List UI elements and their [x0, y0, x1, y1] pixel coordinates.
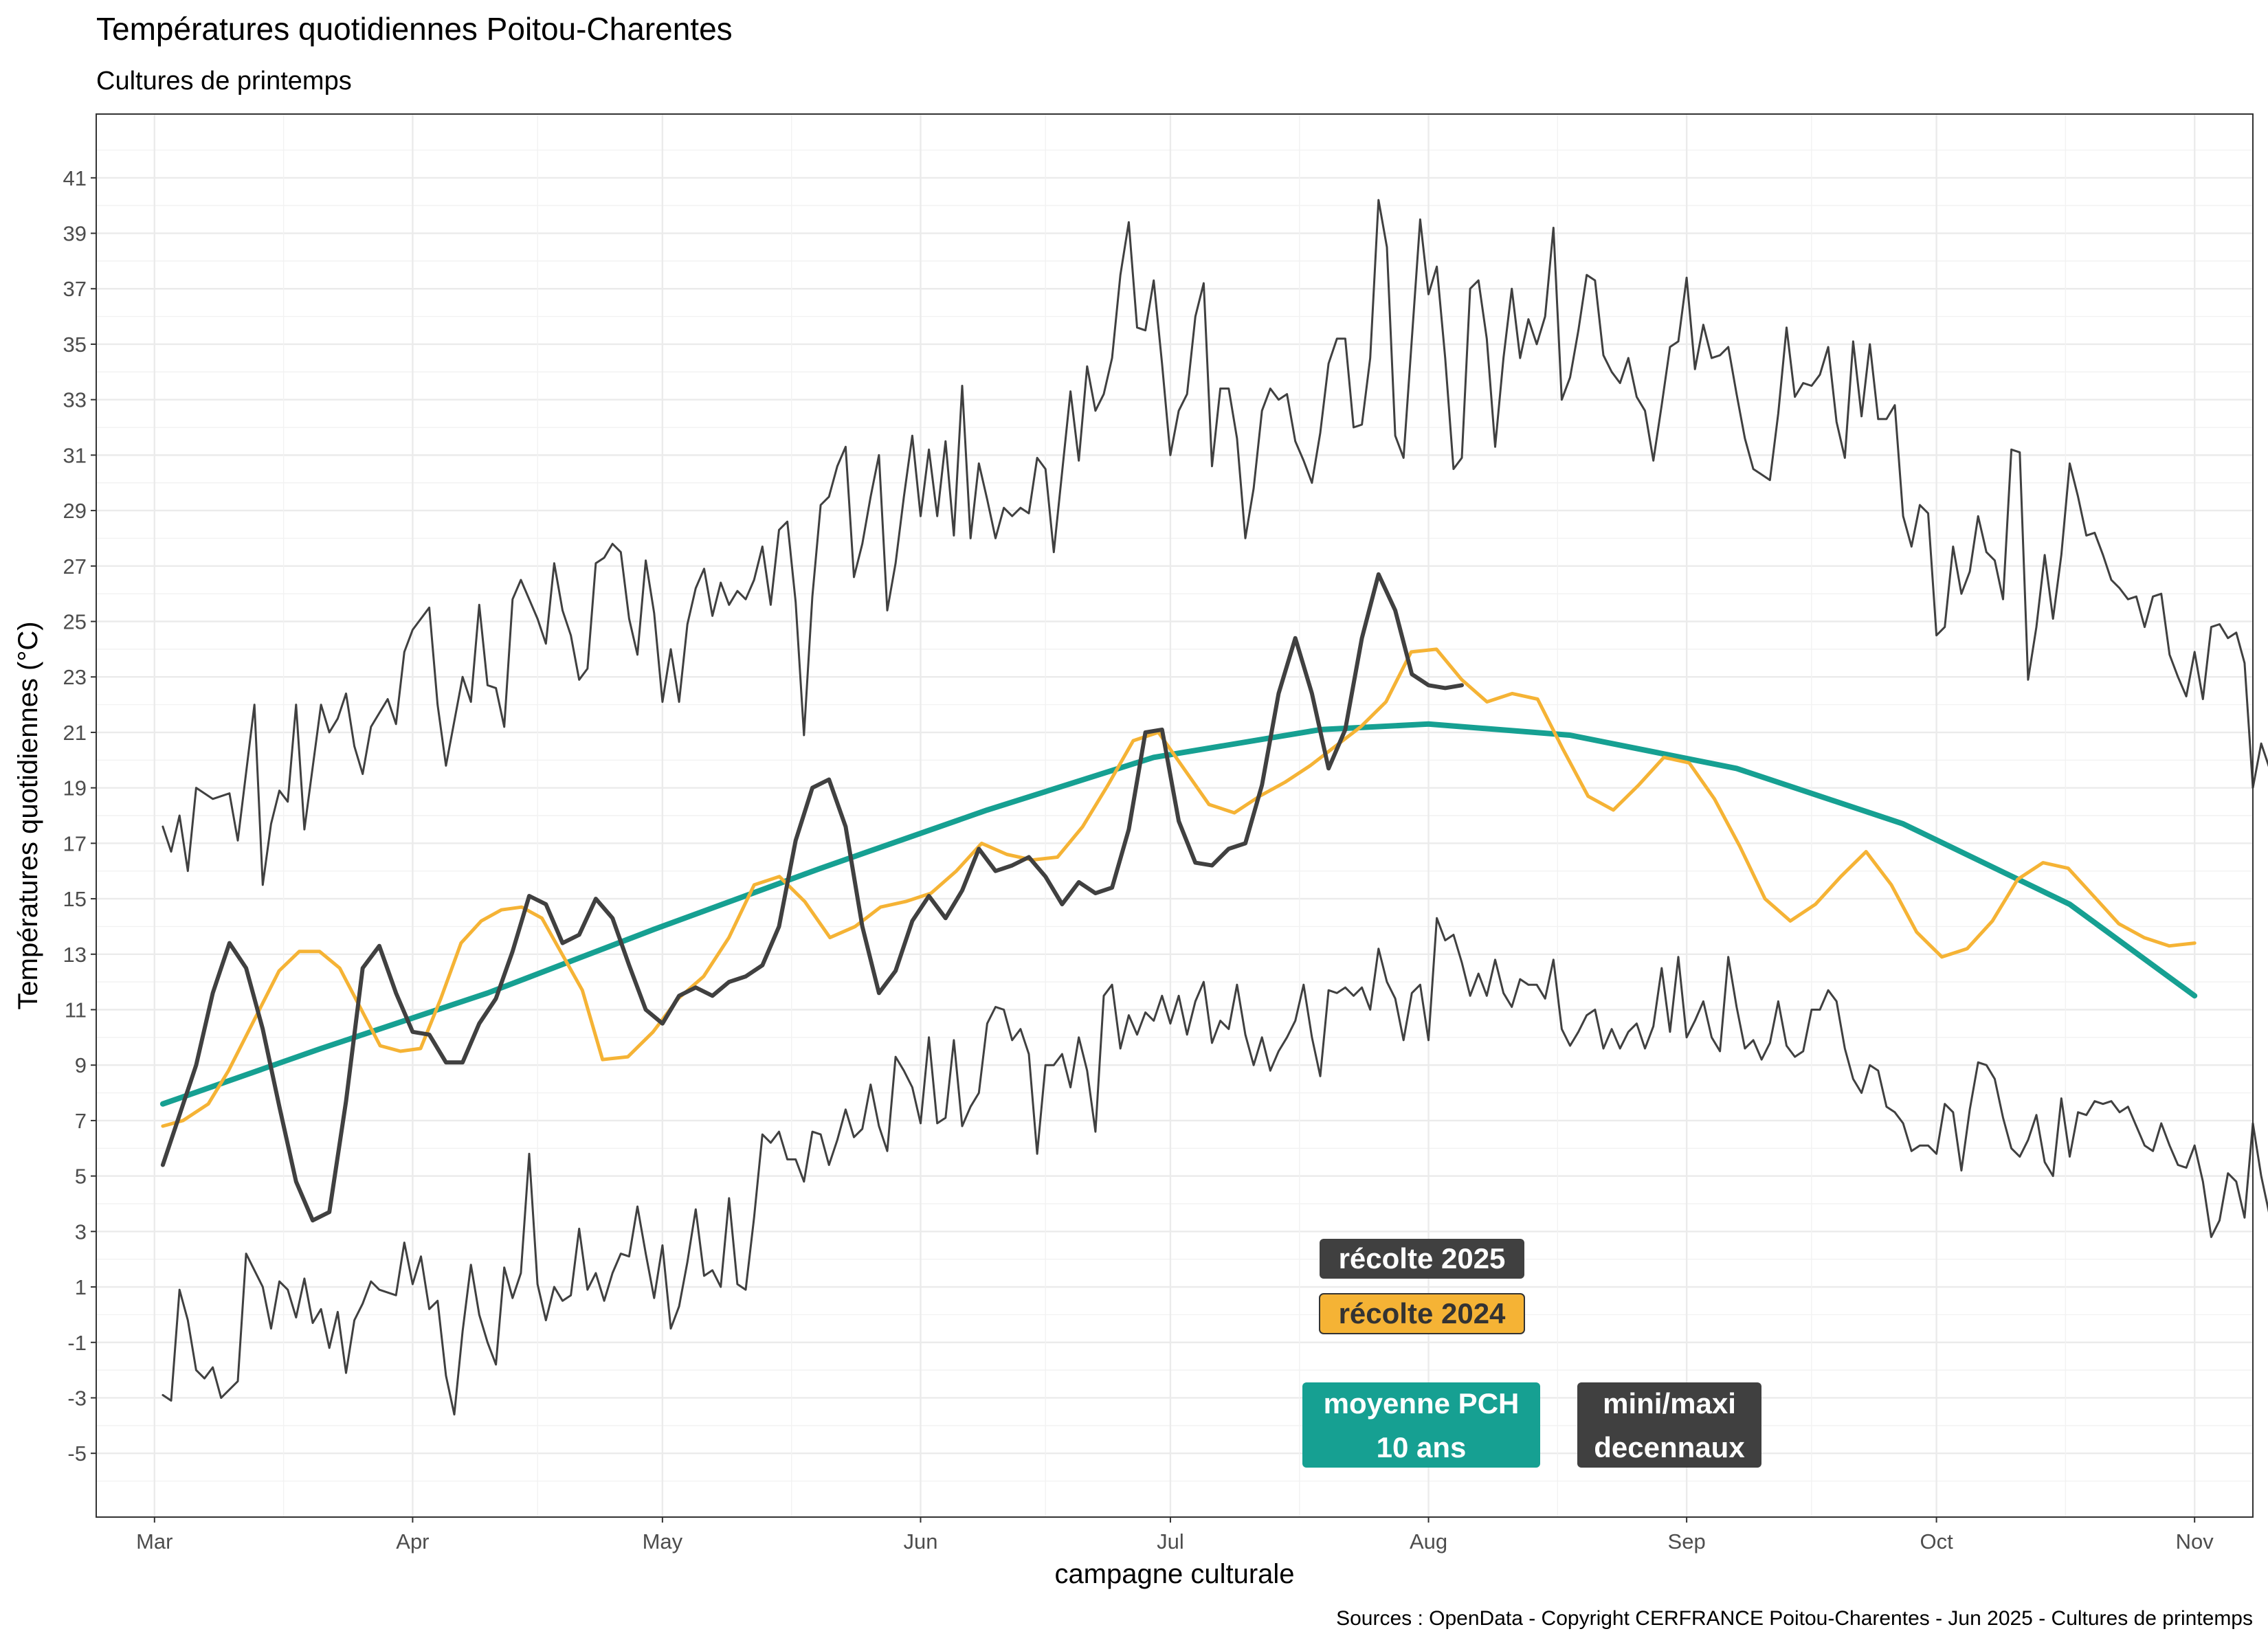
label-recolte-2024: récolte 2024 — [1319, 1293, 1525, 1334]
x-tick-label: May — [643, 1529, 683, 1553]
y-tick-label: 25 — [63, 610, 87, 634]
x-tick-label: Aug — [1410, 1529, 1447, 1553]
label-recolte-2024-text: récolte 2024 — [1339, 1297, 1506, 1330]
label-moyenne: moyenne PCH 10 ans — [1302, 1382, 1540, 1468]
y-tick-label: -5 — [67, 1442, 87, 1466]
y-tick-label: -1 — [67, 1331, 87, 1355]
x-tick-label: Jun — [903, 1529, 937, 1553]
label-recolte-2025-text: récolte 2025 — [1339, 1242, 1506, 1275]
y-tick-label: 33 — [63, 388, 87, 412]
y-tick-label: 15 — [63, 887, 87, 911]
series-line-recolte2025 — [160, 572, 1464, 1223]
series-line-moyenne — [159, 721, 2198, 1107]
y-tick-label: 27 — [63, 554, 87, 579]
y-tick-label: 39 — [63, 222, 87, 246]
label-moyenne-box — [1302, 1382, 1540, 1468]
y-tick-label: 9 — [75, 1053, 87, 1077]
label-recolte-2024-box — [1319, 1293, 1525, 1334]
label-minmax: mini/maxi decennaux — [1577, 1382, 1761, 1468]
plot-border — [96, 113, 2254, 1518]
x-tick-label: Mar — [136, 1529, 173, 1553]
y-tick-label: 41 — [63, 166, 87, 190]
y-tick-label: 7 — [75, 1109, 87, 1133]
y-tick-label: 29 — [63, 499, 87, 523]
x-tick-label: Oct — [1920, 1529, 1953, 1553]
y-tick-label: 37 — [63, 277, 87, 301]
series-line-recolte2024 — [161, 647, 2197, 1128]
y-tick-label: 11 — [65, 998, 87, 1022]
x-tick-label: Jul — [1157, 1529, 1184, 1553]
x-tick-label: Sep — [1668, 1529, 1706, 1553]
x-tick-label: Nov — [2176, 1529, 2214, 1553]
series-line-maxi — [162, 199, 2268, 886]
x-axis-title: campagne culturale — [1054, 1559, 1294, 1589]
y-tick-label: 1 — [75, 1275, 87, 1299]
label-recolte-2025: récolte 2025 — [1320, 1239, 1524, 1279]
chart-title: Températures quotidiennes Poitou-Charent… — [96, 11, 733, 47]
y-tick-label: 17 — [63, 831, 87, 855]
label-minmax-line2: decennaux — [1594, 1431, 1745, 1463]
chart-subtitle: Cultures de printemps — [96, 67, 352, 96]
series-layer — [159, 199, 2268, 1416]
y-tick-label: -3 — [67, 1386, 87, 1410]
y-tick-label: 35 — [63, 333, 87, 357]
label-moyenne-line1: moyenne PCH — [1324, 1387, 1520, 1420]
label-minmax-box — [1577, 1382, 1761, 1468]
y-tick-label: 5 — [75, 1165, 87, 1189]
y-tick-label: 13 — [63, 943, 87, 967]
chart-caption: Sources : OpenData - Copyright CERFRANCE… — [1336, 1607, 2253, 1630]
y-tick-label: 31 — [63, 443, 87, 467]
y-tick-label: 23 — [63, 665, 87, 689]
series-line-mini — [162, 917, 2268, 1416]
y-axis-title: Températures quotidiennes (°C) — [13, 621, 43, 1009]
x-tick-label: Apr — [396, 1529, 429, 1553]
y-tick-label: 3 — [75, 1220, 87, 1244]
axes: -5-3-11357911131517192123252729313335373… — [63, 166, 2214, 1553]
label-recolte-2025-box — [1320, 1239, 1524, 1279]
y-tick-label: 19 — [63, 776, 87, 800]
y-tick-label: 21 — [63, 721, 87, 745]
label-minmax-line1: mini/maxi — [1603, 1387, 1736, 1420]
label-moyenne-line2: 10 ans — [1377, 1431, 1467, 1463]
